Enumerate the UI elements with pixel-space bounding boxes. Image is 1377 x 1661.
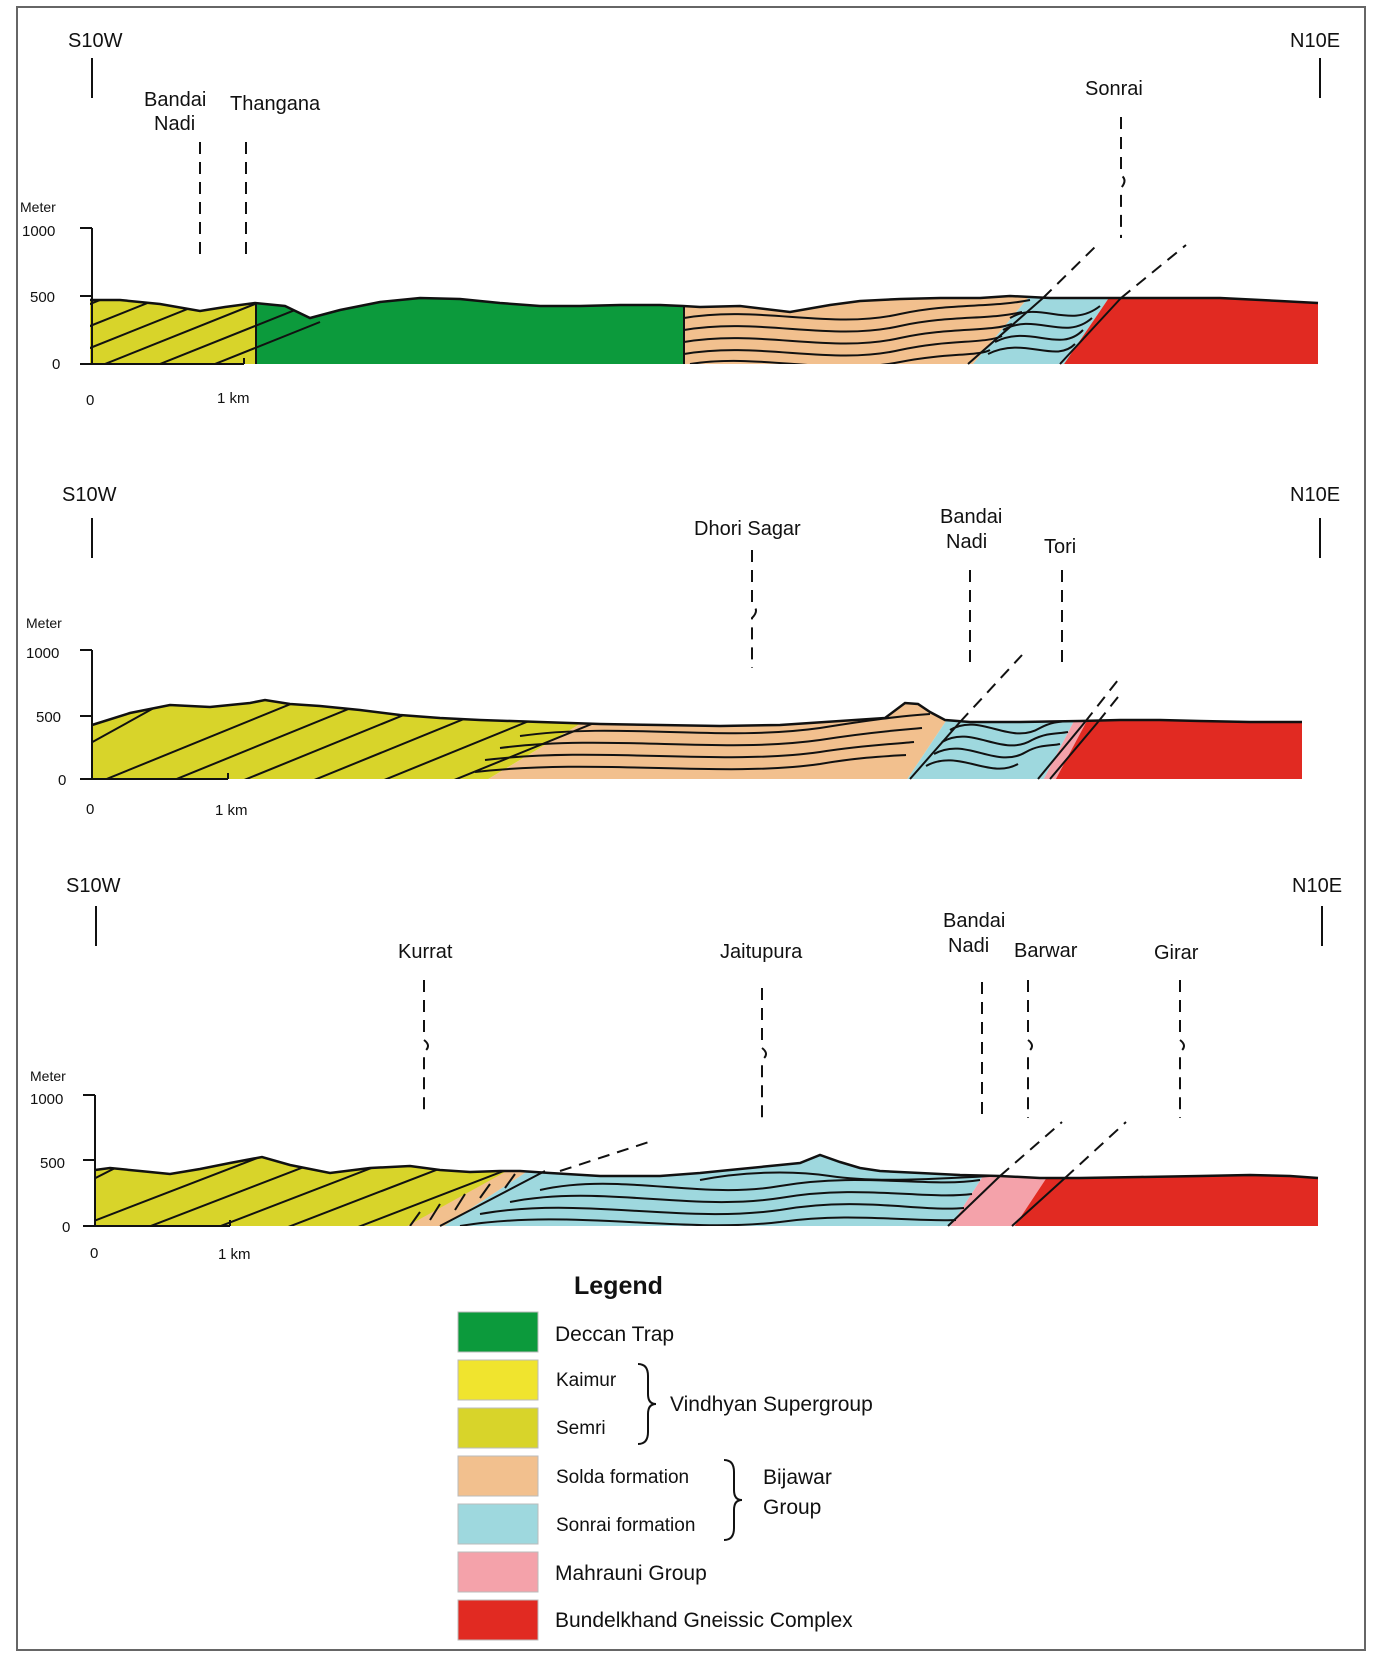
legend-label: Deccan Trap — [555, 1323, 674, 1346]
legend-label: Sonrai formation — [556, 1515, 695, 1536]
legend-label: Kaimur — [556, 1370, 617, 1391]
place-label: Barwar — [1014, 940, 1078, 962]
section-3-topography — [94, 1153, 1319, 1180]
legend-swatch-solda-formation — [457, 1455, 539, 1497]
place-label: Nadi — [948, 935, 989, 957]
section-3-axis — [83, 906, 1323, 1227]
legend-group-label: Group — [763, 1496, 821, 1519]
y-tick-1000: 1000 — [26, 645, 59, 662]
x-tick-1km: 1 km — [215, 802, 248, 819]
place-label: Nadi — [946, 531, 987, 553]
legend-title: Legend — [574, 1272, 663, 1300]
section-2-faults — [751, 550, 1123, 723]
section-1-topography — [90, 294, 1319, 320]
place-label: Bandai — [144, 89, 206, 111]
section-1-faults — [199, 117, 1187, 299]
y-tick-0: 0 — [58, 772, 66, 789]
sonrai-folds — [459, 1171, 991, 1226]
place-label: Tori — [1044, 536, 1076, 558]
meter-label: Meter — [26, 615, 62, 631]
y-tick-1000: 1000 — [30, 1091, 63, 1108]
section-3-geology — [95, 1155, 1318, 1226]
legend-swatch-semri — [457, 1407, 539, 1449]
y-tick-0: 0 — [62, 1219, 70, 1236]
place-label: Kurrat — [398, 941, 453, 963]
legend-label: Solda formation — [556, 1467, 689, 1488]
y-tick-500: 500 — [30, 289, 55, 306]
direction-left: S10W — [62, 484, 117, 506]
y-tick-0: 0 — [52, 356, 60, 373]
x-tick-0: 0 — [90, 1245, 98, 1262]
sonrai-folds — [987, 305, 1101, 355]
direction-right: N10E — [1292, 875, 1342, 897]
y-tick-500: 500 — [40, 1155, 65, 1172]
x-tick-0: 0 — [86, 392, 94, 409]
brace-vindhyan — [637, 1363, 657, 1445]
place-label: Dhori Sagar — [694, 518, 801, 540]
solda-hatching — [409, 1173, 516, 1226]
solda-folds — [474, 713, 931, 773]
place-label: Thangana — [230, 93, 321, 115]
deccan-trap-unit — [256, 296, 684, 364]
y-tick-500: 500 — [36, 709, 61, 726]
y-tick-1000: 1000 — [22, 223, 55, 240]
section-2-topography — [91, 698, 1302, 728]
sonrai-folds — [925, 719, 1076, 770]
section-2: S10W N10E Meter 1000 500 0 0 1 km Dhori … — [26, 484, 1340, 819]
direction-right: N10E — [1290, 30, 1340, 52]
direction-left: S10W — [68, 30, 123, 52]
legend-label: Mahrauni Group — [555, 1562, 707, 1585]
solda-folds — [683, 299, 1031, 364]
legend-swatch-mahrauni-group — [457, 1551, 539, 1593]
section-3: S10W N10E Meter 1000 500 0 0 1 km Kurrat… — [30, 875, 1342, 1263]
direction-left: S10W — [66, 875, 121, 897]
place-label: Jaitupura — [720, 941, 803, 963]
section-1: S10W N10E Meter 1000 500 0 0 1 km Bandai… — [20, 30, 1340, 409]
legend-label: Semri — [556, 1418, 606, 1439]
section-1-axis — [80, 58, 1321, 365]
legend-swatch-deccan-trap — [457, 1311, 539, 1353]
legend-label: Bundelkhand Gneissic Complex — [555, 1609, 853, 1632]
legend-swatch-sonrai-formation — [457, 1503, 539, 1545]
figure-frame — [16, 6, 1366, 1651]
bundelkhand-unit — [1012, 1155, 1318, 1226]
bundelkhand-unit — [1050, 700, 1302, 779]
section-1-geology — [90, 296, 1318, 364]
legend-swatch-kaimur — [457, 1359, 539, 1401]
legend-group-label: Vindhyan Supergroup — [670, 1393, 873, 1416]
direction-right: N10E — [1290, 484, 1340, 506]
section-3-faults — [423, 980, 1185, 1179]
x-tick-0: 0 — [86, 801, 94, 818]
x-tick-1km: 1 km — [217, 390, 250, 407]
legend: Legend Deccan Trap Kaimur Semri Vindhyan… — [457, 1272, 873, 1641]
place-label: Nadi — [154, 113, 195, 135]
mahrauni-unit — [1038, 700, 1098, 779]
legend-swatch-bundelkhand — [457, 1599, 539, 1641]
place-label: Bandai — [940, 506, 1002, 528]
bundelkhand-unit — [1060, 296, 1318, 364]
section-2-axis — [80, 518, 1321, 780]
place-label: Sonrai — [1085, 78, 1143, 100]
brace-bijawar — [723, 1459, 743, 1541]
place-label: Bandai — [943, 910, 1005, 932]
legend-group-label: Bijawar — [763, 1466, 832, 1489]
x-tick-1km: 1 km — [218, 1246, 251, 1263]
meter-label: Meter — [20, 199, 56, 215]
place-label: Girar — [1154, 942, 1199, 964]
meter-label: Meter — [30, 1068, 66, 1084]
